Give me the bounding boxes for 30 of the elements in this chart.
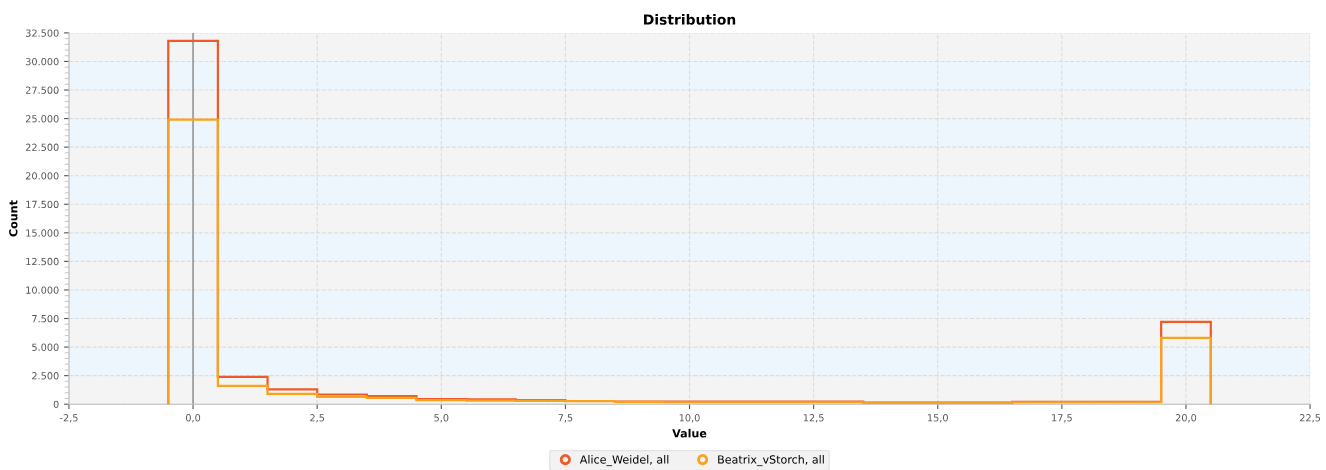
y-tick-label: 30.000 bbox=[25, 57, 59, 66]
x-tick-label: 5,0 bbox=[434, 414, 449, 423]
y-tick-label: 20.000 bbox=[25, 172, 59, 180]
x-tick-label: -2,5 bbox=[59, 414, 78, 423]
y-tick-label: 10.000 bbox=[26, 286, 59, 294]
y-tick-label: 25.000 bbox=[25, 115, 59, 123]
y-tick-label: 0 bbox=[53, 400, 59, 409]
y-tick-label: 2.500 bbox=[32, 372, 59, 380]
x-tick-label: 22,5 bbox=[1299, 414, 1321, 423]
x-tick-label: 20,0 bbox=[1175, 414, 1197, 423]
legend-label: Alice_Weidel, all bbox=[579, 455, 669, 467]
x-tick-label: 0,0 bbox=[185, 414, 201, 423]
y-axis-title: Count bbox=[9, 200, 18, 237]
chart-title: Distribution bbox=[644, 14, 736, 25]
legend-label: Beatrix_vStorch, all bbox=[718, 455, 824, 467]
y-tick-label: 5.000 bbox=[32, 343, 59, 351]
y-tick-label: 32.500 bbox=[25, 29, 59, 37]
x-tick-label: 15,0 bbox=[927, 414, 948, 423]
x-tick-label: 10,0 bbox=[679, 414, 700, 423]
y-tick-label: 27.500 bbox=[25, 86, 59, 94]
y-tick-label: 17.500 bbox=[26, 200, 59, 209]
y-tick-label: 22.500 bbox=[25, 143, 59, 151]
x-tick-label: 12,5 bbox=[803, 414, 824, 423]
x-tick-label: 2,5 bbox=[310, 414, 325, 423]
y-tick-label: 12.500 bbox=[26, 257, 59, 266]
x-axis-title: Value bbox=[672, 428, 707, 438]
x-tick-label: 17,5 bbox=[1052, 414, 1072, 423]
y-tick-label: 7.500 bbox=[32, 314, 59, 323]
x-tick-label: 7,5 bbox=[558, 414, 573, 423]
y-tick-label: 15.000 bbox=[26, 229, 59, 237]
